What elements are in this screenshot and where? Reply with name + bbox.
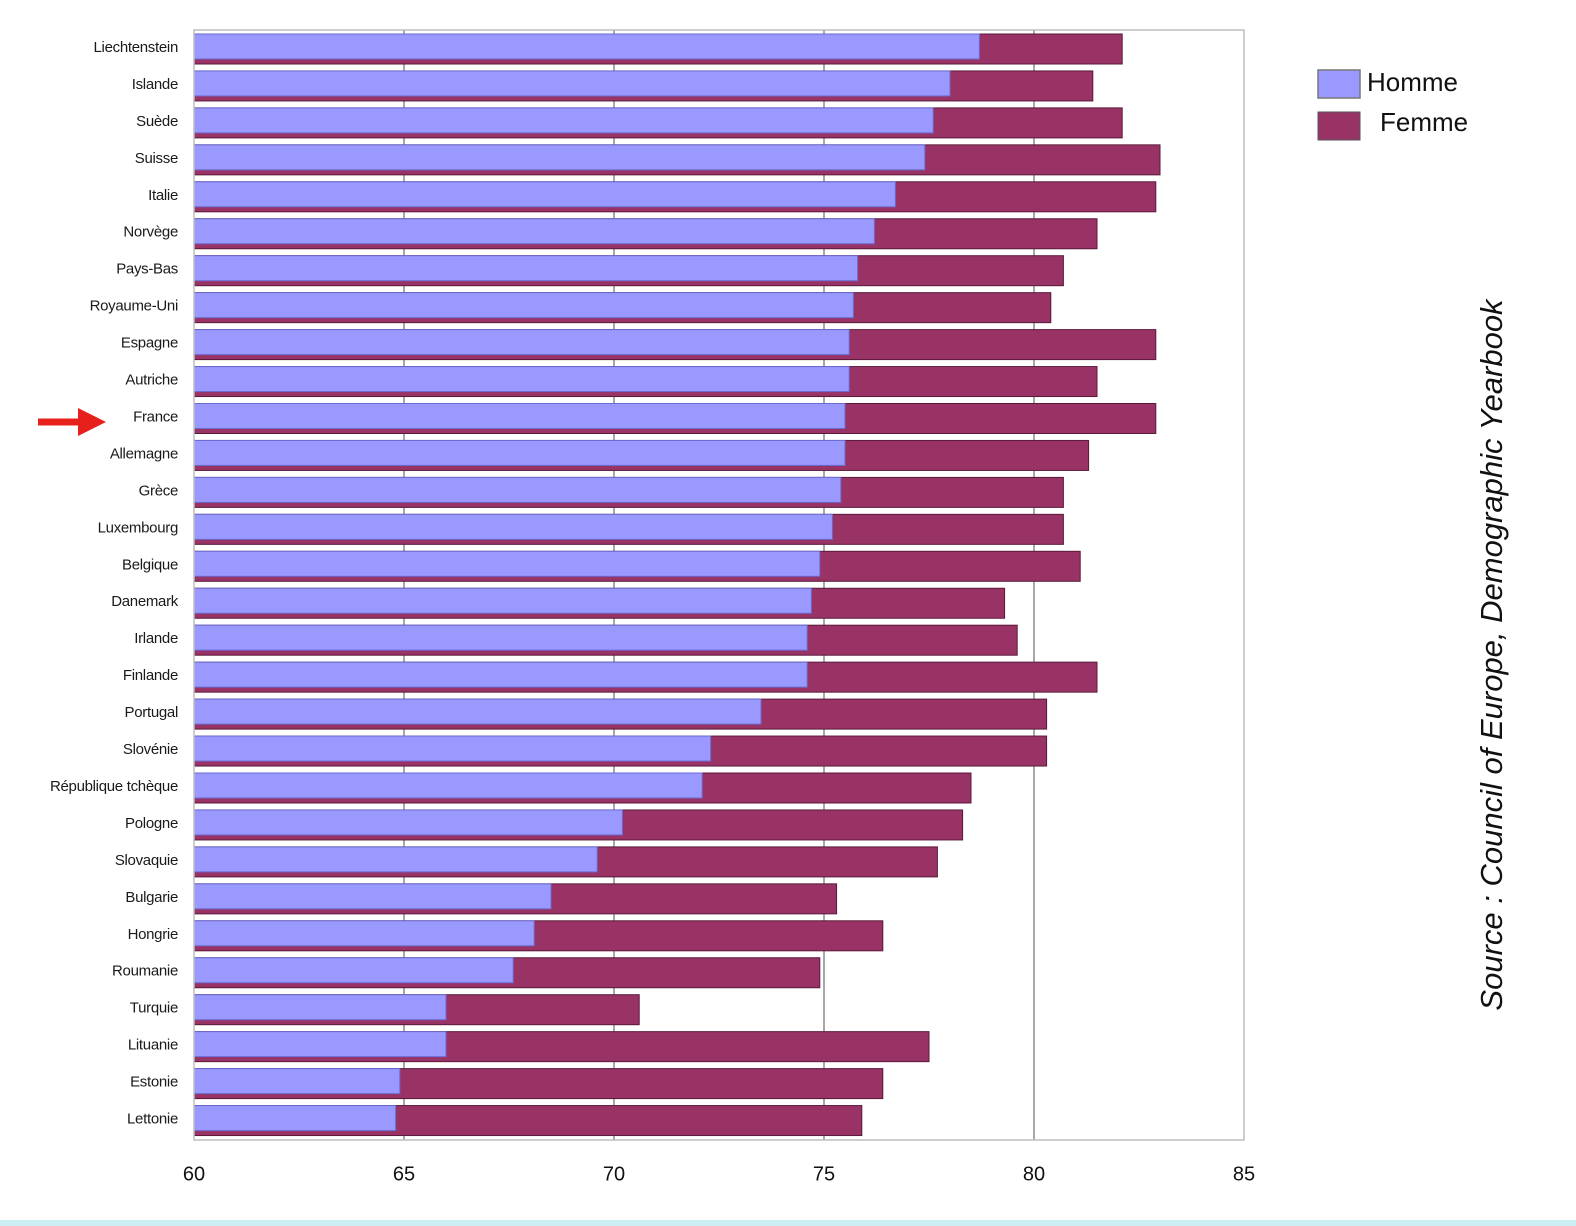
category-label: Liechtenstein (94, 39, 179, 56)
category-label: Hongrie (128, 926, 178, 943)
bar-homme (193, 403, 846, 429)
bar-homme (193, 920, 535, 947)
category-label: Pologne (125, 815, 178, 832)
bar-homme (193, 329, 850, 356)
legend: Homme Femme (1317, 67, 1468, 141)
source-note: Source : Council of Europe, Demographic … (1474, 298, 1509, 1011)
category-label: Islande (132, 76, 178, 93)
bar-homme (193, 994, 447, 1021)
category-label: Autriche (125, 372, 178, 389)
category-label: Slovénie (123, 741, 178, 758)
category-label: Lituanie (128, 1037, 178, 1054)
legend-label-homme: Homme (1367, 67, 1458, 97)
legend-swatch-femme (1317, 111, 1361, 141)
bars (193, 33, 1161, 1137)
bar-homme (193, 107, 934, 134)
bar-homme (193, 698, 762, 725)
category-label: Norvège (123, 224, 178, 241)
x-tick-label: 80 (1023, 1163, 1045, 1185)
bar-homme (193, 366, 850, 393)
bar-homme (193, 1105, 397, 1132)
category-label: Italie (148, 187, 178, 204)
x-axis-ticks: 60 65 70 75 80 85 (183, 1163, 1255, 1185)
bar-homme (193, 957, 514, 984)
plot-frame (193, 29, 1245, 1141)
bar-homme (193, 735, 712, 762)
category-label: Belgique (122, 556, 178, 573)
category-label: Turquie (130, 1000, 178, 1017)
category-label: Bulgarie (125, 889, 178, 906)
category-label: Slovaquie (115, 852, 178, 869)
x-tick-label: 60 (183, 1163, 205, 1185)
bar-homme (193, 1031, 447, 1058)
category-label: Royaume-Uni (90, 298, 178, 315)
bar-homme (193, 292, 854, 319)
bar-homme (193, 661, 808, 688)
grid-lines (403, 30, 1035, 1140)
category-label: Lettonie (127, 1111, 178, 1128)
x-tick-label: 75 (813, 1163, 835, 1185)
bar-homme (193, 624, 808, 651)
bar-homme (193, 883, 552, 910)
bar-homme (193, 1068, 401, 1095)
bar-homme (193, 181, 896, 208)
bar-homme (193, 809, 623, 836)
bar-homme (193, 476, 842, 503)
category-label: Grèce (139, 482, 178, 499)
bar-homme (193, 513, 833, 540)
category-label: Allemagne (110, 445, 178, 462)
category-label: Danemark (111, 593, 179, 610)
legend-label-femme: Femme (1380, 107, 1468, 137)
bottom-strip (0, 1220, 1576, 1226)
category-label: Pays-Bas (116, 261, 178, 278)
bar-homme (193, 439, 846, 466)
bar-homme (193, 255, 859, 282)
category-label: Irlande (134, 630, 178, 647)
bar-homme (193, 772, 703, 799)
category-label: Luxembourg (98, 519, 178, 536)
category-label: Espagne (121, 335, 178, 352)
category-label: Suisse (135, 150, 178, 167)
bar-homme (193, 587, 812, 614)
legend-swatch-homme (1317, 69, 1361, 99)
x-tick-label: 65 (393, 1163, 415, 1185)
x-tick-label: 70 (603, 1163, 625, 1185)
category-label: Suède (136, 113, 178, 130)
category-label: Portugal (125, 704, 178, 721)
bar-homme (193, 218, 875, 245)
highlight-arrow-icon (38, 408, 106, 436)
category-label: Estonie (130, 1074, 178, 1091)
category-label: République tchèque (50, 778, 178, 795)
bar-homme (193, 550, 821, 577)
bar-homme (193, 70, 951, 97)
bar-homme (193, 144, 926, 171)
bar-homme (193, 846, 598, 873)
category-label: Roumanie (112, 963, 178, 980)
x-tick-label: 85 (1233, 1163, 1255, 1185)
category-labels: Liechtenstein Islande Suède Suisse Italie Nor… (50, 39, 179, 1128)
bar-homme (193, 33, 980, 60)
category-label: Finlande (123, 667, 178, 684)
category-label: France (133, 408, 178, 425)
